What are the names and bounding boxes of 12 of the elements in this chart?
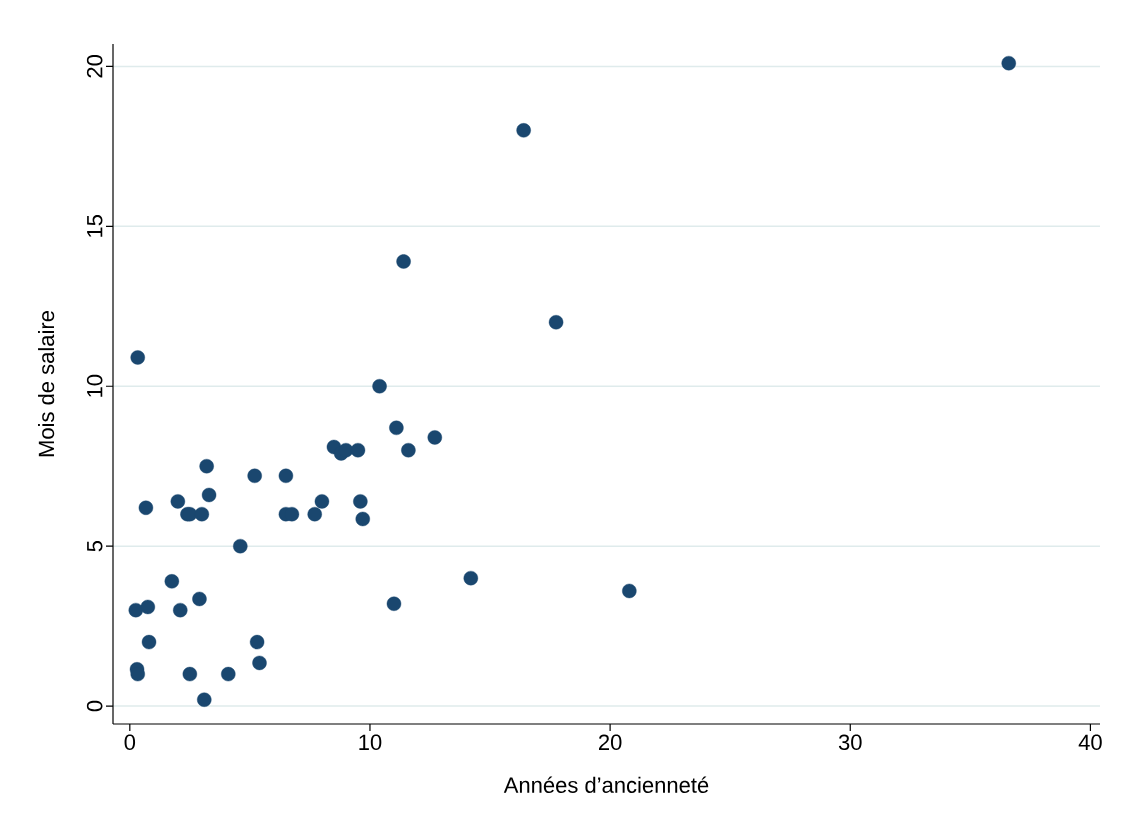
- x-axis-title: Années d’ancienneté: [503, 776, 709, 793]
- y-tick-label: 5: [87, 540, 103, 552]
- x-tick-label: 30: [838, 734, 862, 751]
- y-tick-label: 0: [86, 700, 103, 712]
- x-tick-label: 10: [359, 734, 382, 751]
- y-tick-label: 15: [87, 215, 103, 237]
- y-tick-label: 20: [86, 55, 103, 78]
- y-axis-title: Mois de salaire: [38, 311, 55, 457]
- x-tick-label: 20: [598, 734, 622, 751]
- y-tick-label: 10: [86, 374, 103, 397]
- x-tick-label: 40: [1078, 734, 1102, 751]
- x-tick-label: 0: [124, 734, 136, 751]
